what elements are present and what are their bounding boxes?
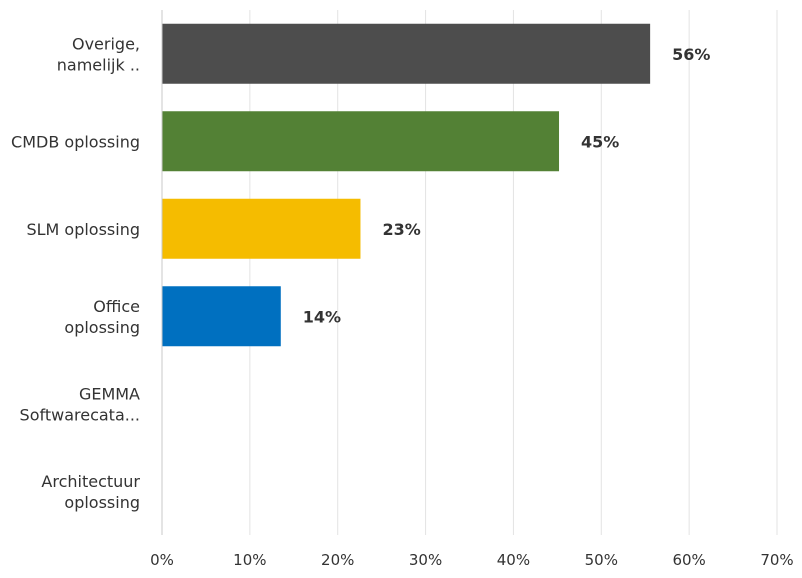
data-label: 23% <box>382 220 420 239</box>
x-tick-label: 40% <box>497 551 530 569</box>
bar <box>162 198 361 259</box>
gridlines <box>249 10 778 535</box>
category-label: Overige, namelijk .. <box>57 34 140 74</box>
x-tick-label: 10% <box>233 551 266 569</box>
category-labels: Overige, namelijk .. CMDB oplossing SLM opl… <box>11 34 140 512</box>
category-label: CMDB oplossing <box>11 132 140 151</box>
bar <box>162 286 281 347</box>
bars <box>162 23 651 347</box>
category-label: Architectuur oplossing <box>41 472 140 512</box>
category-label: Office oplossing <box>64 297 140 337</box>
data-labels: 56% 45% 23% 14% <box>303 45 711 327</box>
bar <box>162 23 651 84</box>
x-tick-label: 70% <box>760 551 793 569</box>
category-label: GEMMA Softwarecata... <box>20 384 141 424</box>
x-tick-label: 20% <box>321 551 354 569</box>
data-label: 14% <box>303 307 341 326</box>
x-axis-ticks: 0% 10% 20% 30% 40% 50% 60% 70% <box>150 551 794 569</box>
x-tick-label: 60% <box>672 551 705 569</box>
x-tick-label: 30% <box>409 551 442 569</box>
data-label: 56% <box>672 45 710 64</box>
category-label: SLM oplossing <box>26 220 140 239</box>
bar <box>162 111 560 172</box>
x-tick-label: 50% <box>585 551 618 569</box>
data-label: 45% <box>581 132 619 151</box>
x-tick-label: 0% <box>150 551 174 569</box>
